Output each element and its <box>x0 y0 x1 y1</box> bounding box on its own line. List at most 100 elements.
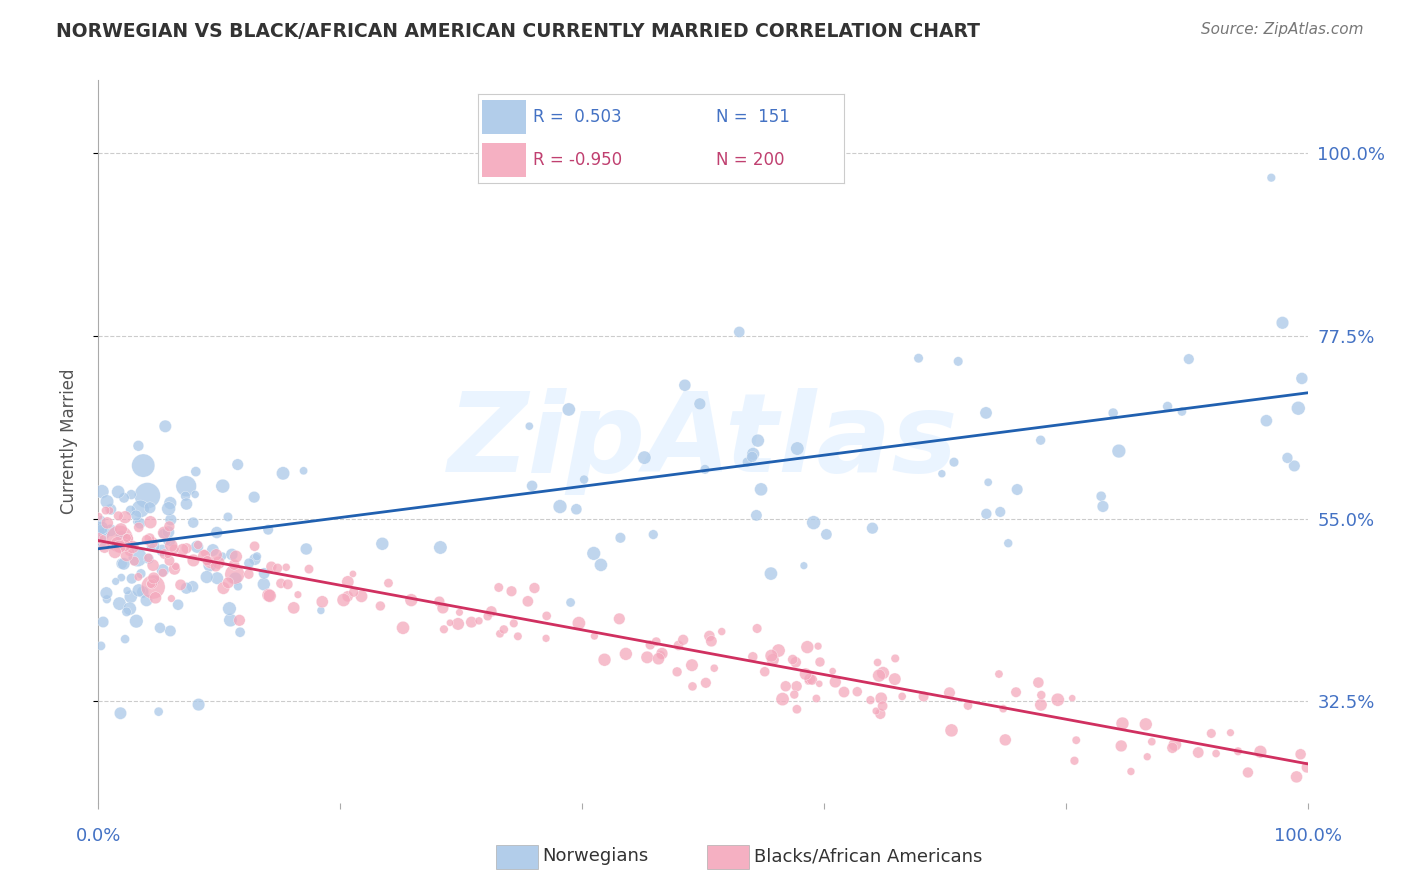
Point <box>211 549 233 564</box>
Text: Norwegians: Norwegians <box>543 847 650 865</box>
Point <box>832 685 855 699</box>
Point <box>517 419 540 434</box>
Point <box>224 572 246 586</box>
Point <box>136 489 159 503</box>
Point <box>803 516 825 530</box>
Point <box>114 632 136 647</box>
FancyBboxPatch shape <box>707 846 749 869</box>
Point <box>761 648 783 663</box>
Point <box>745 508 768 523</box>
Point <box>768 643 790 657</box>
Point <box>793 558 815 573</box>
Point <box>1286 401 1309 416</box>
Point <box>392 621 415 635</box>
Point <box>1090 489 1112 503</box>
Point <box>138 551 160 566</box>
Point <box>118 544 141 558</box>
Point <box>794 667 817 681</box>
Point <box>111 557 134 571</box>
Point <box>572 473 595 487</box>
Point <box>143 539 166 553</box>
Point <box>988 505 1011 519</box>
Point <box>1091 500 1114 514</box>
Point <box>112 491 135 505</box>
Point <box>176 497 198 511</box>
Point <box>797 674 820 689</box>
Point <box>129 566 152 581</box>
Point <box>156 548 179 562</box>
Point <box>815 527 838 541</box>
Point <box>633 450 655 465</box>
Text: R = -0.950: R = -0.950 <box>533 151 621 169</box>
Point <box>1005 483 1028 497</box>
Point <box>609 531 631 545</box>
Point <box>1109 739 1132 753</box>
Point <box>219 613 242 627</box>
Point <box>153 525 176 540</box>
Point <box>997 536 1019 550</box>
Point <box>938 686 960 700</box>
Point <box>110 529 132 543</box>
Point <box>167 598 190 612</box>
Point <box>152 563 174 577</box>
Point <box>672 632 695 647</box>
Point <box>193 546 215 560</box>
Point <box>343 585 366 599</box>
Point <box>169 578 191 592</box>
Text: NORWEGIAN VS BLACK/AFRICAN AMERICAN CURRENTLY MARRIED CORRELATION CHART: NORWEGIAN VS BLACK/AFRICAN AMERICAN CURR… <box>56 22 980 41</box>
Point <box>749 483 772 497</box>
Point <box>799 672 821 686</box>
Point <box>650 648 672 662</box>
Point <box>160 513 183 527</box>
Point <box>93 527 115 541</box>
Point <box>292 464 315 478</box>
Point <box>336 590 359 604</box>
Point <box>107 508 129 523</box>
Point <box>371 537 394 551</box>
Point <box>141 540 163 554</box>
Point <box>1277 450 1299 465</box>
Point <box>785 655 807 669</box>
Point <box>689 397 711 411</box>
Point <box>589 558 612 572</box>
Point <box>772 692 794 706</box>
Point <box>135 533 157 547</box>
Point <box>205 548 228 562</box>
Point <box>869 706 891 721</box>
Point <box>181 516 204 530</box>
Point <box>460 615 482 629</box>
Point <box>224 558 246 572</box>
Point <box>1249 745 1271 759</box>
Point <box>695 675 717 690</box>
Point <box>502 616 524 631</box>
Point <box>132 585 155 599</box>
Point <box>159 534 181 549</box>
Point <box>110 522 132 536</box>
Point <box>638 638 661 652</box>
Point <box>120 590 142 604</box>
Point <box>298 562 321 576</box>
Point <box>336 574 359 589</box>
Point <box>536 608 558 623</box>
Point <box>439 615 461 630</box>
Point <box>124 554 146 568</box>
Point <box>181 580 204 594</box>
Point <box>205 525 228 540</box>
Point <box>1029 698 1052 712</box>
Text: Blacks/African Americans: Blacks/African Americans <box>754 847 981 865</box>
FancyBboxPatch shape <box>482 100 526 134</box>
Point <box>172 542 194 557</box>
Point <box>195 554 218 568</box>
Point <box>96 592 118 607</box>
Point <box>114 510 136 524</box>
Point <box>1205 747 1227 761</box>
Point <box>87 531 110 545</box>
Point <box>221 548 243 562</box>
Point <box>165 559 187 574</box>
Point <box>90 524 112 538</box>
Point <box>149 621 172 635</box>
Point <box>1046 692 1069 706</box>
Point <box>1219 725 1241 739</box>
Point <box>883 672 905 686</box>
Point <box>1256 414 1278 428</box>
